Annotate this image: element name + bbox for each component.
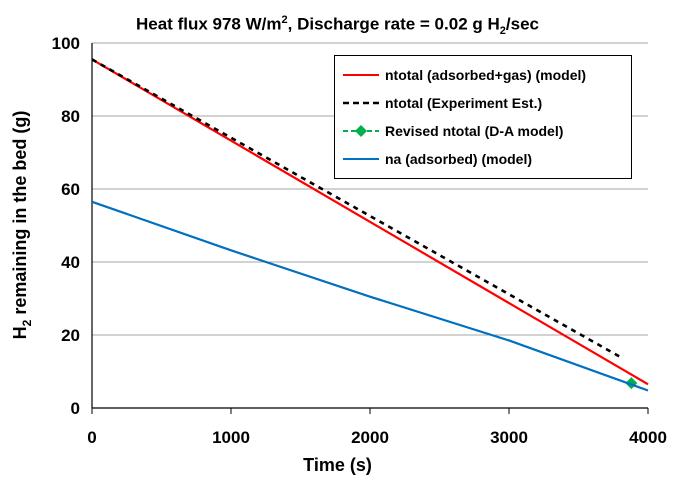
y-tick-label-60: 60 [61, 180, 80, 199]
legend-item-revised-ntotal: Revised ntotal (D-A model) [335, 120, 563, 142]
legend-swatch-revised-ntotal [341, 120, 381, 142]
legend-label-ntotal-experiment: ntotal (Experiment Est.) [385, 95, 543, 111]
y-tick-label-80: 80 [61, 107, 80, 126]
chart-title: Heat flux 978 W/m2, Discharge rate = 0.0… [136, 14, 539, 38]
legend: ntotal (adsorbed+gas) (model) ntotal (Ex… [334, 55, 632, 179]
x-tick-label-1000: 1000 [212, 428, 250, 447]
x-tick-label-4000: 4000 [629, 428, 667, 447]
series-ntotal-model-line [91, 58, 649, 386]
y-tick-label-40: 40 [61, 253, 80, 272]
y-axis-label: H2 remaining in the bed (g) [10, 110, 34, 340]
legend-item-ntotal-model: ntotal (adsorbed+gas) (model) [335, 64, 586, 86]
series-na-adsorbed-line [91, 200, 649, 392]
legend-swatch-ntotal-model [341, 64, 381, 86]
legend-item-ntotal-experiment: ntotal (Experiment Est.) [335, 92, 542, 114]
legend-label-revised-ntotal: Revised ntotal (D-A model) [385, 123, 564, 139]
y-tick-label-20: 20 [61, 326, 80, 345]
x-tick-label-0: 0 [87, 428, 96, 447]
legend-item-na-adsorbed: na (adsorbed) (model) [335, 148, 532, 170]
x-tick-label-2000: 2000 [351, 428, 389, 447]
y-tick-label-0: 0 [71, 399, 80, 418]
series-ntotal-experiment-line [91, 58, 621, 359]
legend-label-ntotal-model: ntotal (adsorbed+gas) (model) [385, 67, 587, 83]
x-axis-label: Time (s) [303, 455, 372, 475]
y-tick-label-100: 100 [52, 34, 80, 53]
x-tick-label-3000: 3000 [490, 428, 528, 447]
legend-swatch-ntotal-experiment [341, 92, 381, 114]
legend-swatch-na-adsorbed [341, 148, 381, 170]
legend-label-na-adsorbed: na (adsorbed) (model) [385, 151, 533, 167]
